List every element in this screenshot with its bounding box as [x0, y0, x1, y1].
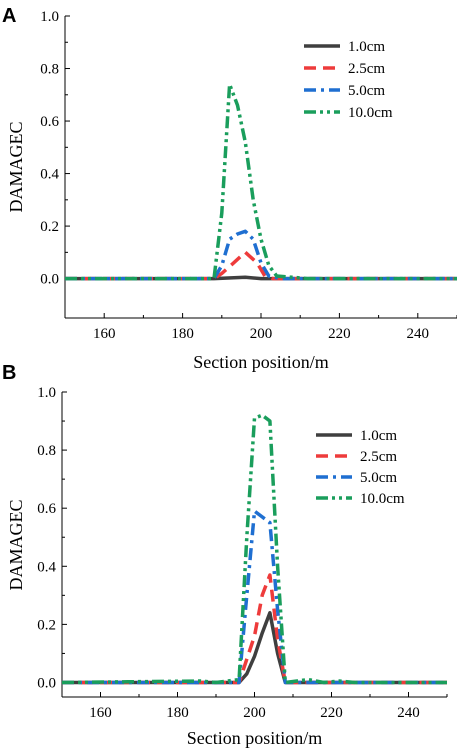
panel-a: A 0.0 0.2 0.4 0.6 0.8 1.0 160 180 200 220 240 Secti… [2, 5, 457, 372]
y-axis-title: DAMAGEC [6, 121, 26, 212]
x-axis-title: Section position/m [193, 352, 329, 372]
y-tick-label: 1.0 [37, 385, 56, 401]
y-tick-label: 0.4 [37, 559, 56, 575]
legend: 1.0cm 2.5cm 5.0cm 10.0cm [304, 39, 393, 121]
legend-label: 2.5cm [348, 61, 385, 77]
series-line-10-0cm [61, 413, 447, 685]
x-axis-title: Section position/m [187, 728, 323, 748]
legend-label: 5.0cm [360, 470, 397, 486]
legend-label: 1.0cm [348, 39, 385, 55]
legend-label: 5.0cm [348, 83, 385, 99]
y-tick-label: 1.0 [40, 9, 59, 25]
y-tick-label: 0.2 [40, 219, 59, 235]
series-line-1-0cm [62, 611, 447, 685]
y-tick-label: 0.2 [37, 617, 56, 633]
plot-b: 0.0 0.2 0.4 0.6 0.8 1.0 160 180 200 220 240 Section… [6, 385, 448, 748]
legend-label: 10.0cm [348, 105, 393, 121]
legend-label: 10.0cm [360, 491, 405, 507]
x-tick-label: 240 [407, 326, 430, 342]
legend: 1.0cm 2.5cm 5.0cm 10.0cm [316, 428, 405, 507]
y-tick-label: 0.4 [40, 167, 59, 183]
legend-label: 1.0cm [360, 428, 397, 444]
x-tick-label: 200 [243, 705, 266, 721]
x-tick-label: 220 [328, 326, 351, 342]
x-tick-label: 160 [93, 326, 116, 342]
plot-a: 0.0 0.2 0.4 0.6 0.8 1.0 160 180 200 220 240 Section… [6, 9, 457, 372]
panel-letter-b: B [2, 362, 16, 384]
series-line-5-0cm [65, 229, 457, 281]
panel-b: B 0.0 0.2 0.4 0.6 0.8 1.0 160 180 200 220 240 Secti… [2, 362, 448, 748]
y-tick-label: 0.6 [40, 114, 59, 130]
y-tick-label: 0.6 [37, 501, 56, 517]
y-tick-label: 0.8 [37, 443, 56, 459]
x-tick-label: 200 [250, 326, 273, 342]
series-line-2-5cm [65, 250, 457, 281]
series-line-10-0cm [65, 82, 457, 281]
x-tick-label: 180 [166, 705, 189, 721]
y-tick-label: 0.0 [37, 675, 56, 691]
x-tick-label: 160 [89, 705, 112, 721]
panel-letter-a: A [2, 5, 16, 27]
x-tick-label: 240 [397, 705, 420, 721]
x-tick-label: 220 [320, 705, 343, 721]
series-line-2-5cm [62, 573, 447, 685]
y-tick-label: 0.8 [40, 62, 59, 78]
x-tick-label: 180 [171, 326, 194, 342]
y-tick-label: 0.0 [40, 272, 59, 288]
y-axis-title: DAMAGEC [6, 499, 26, 590]
legend-label: 2.5cm [360, 449, 397, 465]
